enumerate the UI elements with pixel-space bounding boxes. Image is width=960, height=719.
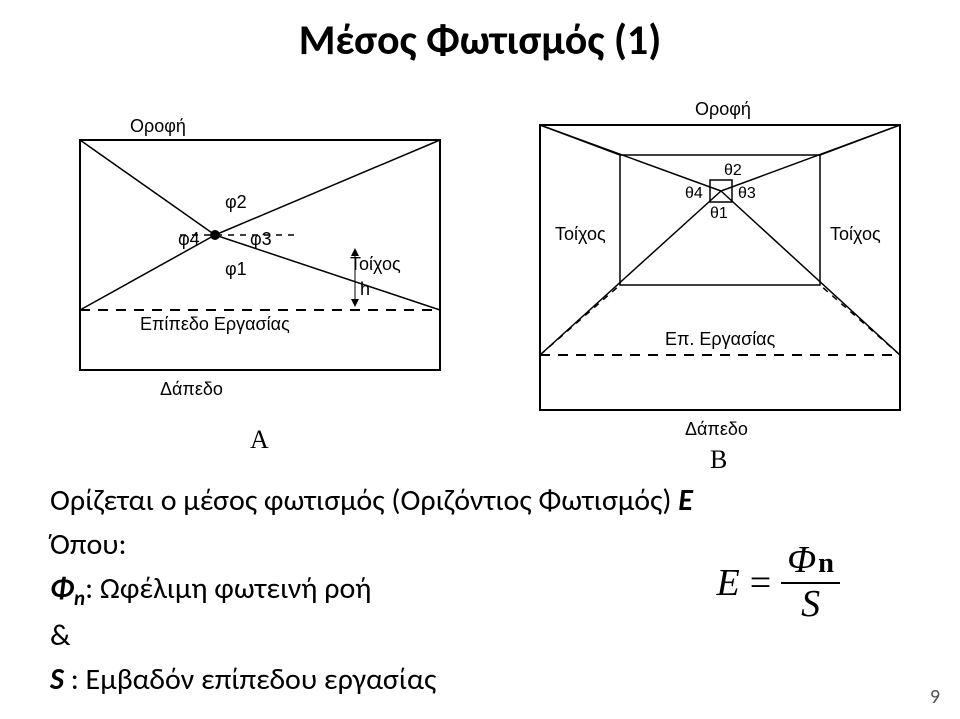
diagram-a-caption: A [250, 425, 269, 455]
labelB-floor: Δάπεδο [685, 419, 748, 439]
formula-n: n [818, 548, 834, 579]
formula-eq: = [750, 561, 771, 605]
formula: E = Φ n S [717, 540, 840, 626]
labelB-workplane: Επ. Εργασίας [665, 329, 776, 349]
labelA-workplane: Επίπεδο Εργασίας [140, 314, 290, 334]
def-line5: S : Εμβαδόν επίπεδου εργασίας [50, 659, 910, 701]
def-phi: Φ [50, 570, 74, 607]
formula-Phi: Φ [787, 540, 816, 582]
def-line1-E: E [678, 482, 693, 519]
labelB-ceiling: Οροφή [695, 99, 751, 119]
def-phi-n: n [74, 585, 85, 611]
def-line3c: : Ωφέλιμη φωτεινή ροή [85, 570, 371, 607]
labelA-phi2: φ2 [225, 192, 247, 212]
labelB-th2: θ2 [724, 162, 742, 179]
diagram-b-caption: B [710, 445, 727, 475]
def-S: S [50, 661, 64, 698]
formula-E: E [717, 561, 740, 605]
formula-S: S [795, 584, 826, 626]
diagram-a: Οροφή Τοίχος h Επίπεδο Εργασίας Δάπεδο φ… [60, 100, 460, 425]
labelB-th3: θ3 [738, 185, 756, 202]
labelA-ceiling: Οροφή [130, 116, 186, 136]
labelB-th4: θ4 [685, 185, 703, 202]
labelA-phi3: φ3 [250, 229, 272, 249]
diagram-a-svg: Οροφή Τοίχος h Επίπεδο Εργασίας Δάπεδο φ… [60, 100, 460, 420]
labelA-phi4: φ4 [178, 229, 200, 249]
labelA-wall: Τοίχος [350, 254, 401, 274]
labelA-phi1: φ1 [225, 259, 247, 279]
labelB-wallL: Τοίχος [555, 224, 606, 244]
def-line5b: : Εμβαδόν επίπεδου εργασίας [64, 661, 436, 698]
formula-fraction: Φ n S [781, 540, 840, 626]
labelB-th1: θ1 [710, 205, 728, 222]
def-line1: Ορίζεται ο μέσος φωτισμός (Οριζόντιος Φω… [50, 480, 910, 522]
labelA-h: h [360, 279, 370, 299]
diagram-b-svg: Οροφή Τοίχος Τοίχος Επ. Εργασίας Δάπεδο … [510, 90, 930, 450]
page-number: 9 [930, 685, 940, 709]
page-title: Μέσος Φωτισμός (1) [0, 15, 960, 66]
labelB-wallR: Τοίχος [830, 224, 881, 244]
diagrams-container: Οροφή Τοίχος h Επίπεδο Εργασίας Δάπεδο φ… [0, 90, 960, 470]
labelA-floor: Δάπεδο [160, 379, 223, 399]
def-line1a: Ορίζεται ο μέσος φωτισμός (Οριζόντιος Φω… [50, 482, 678, 519]
diagram-b: Οροφή Τοίχος Τοίχος Επ. Εργασίας Δάπεδο … [510, 90, 930, 455]
